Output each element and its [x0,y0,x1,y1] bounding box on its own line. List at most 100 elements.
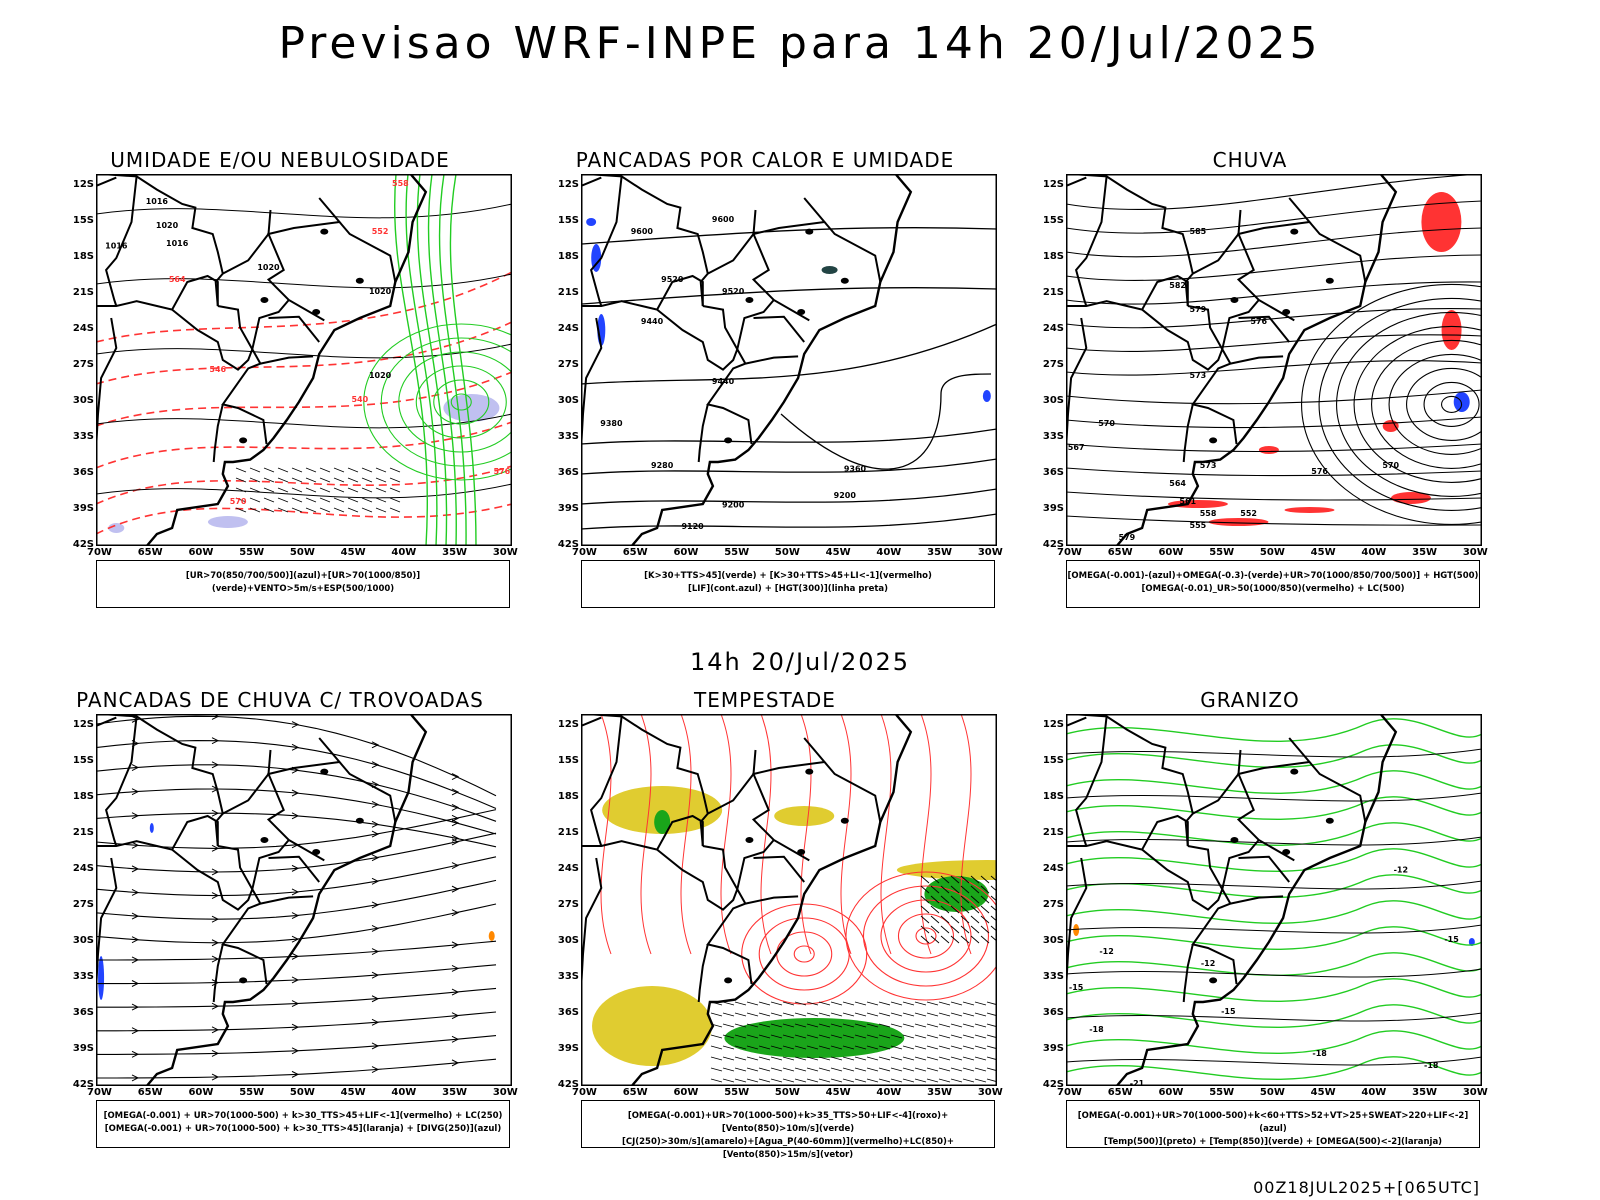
cyclone-ring [845,871,997,1001]
wind-vector [960,885,970,894]
wind-vector [794,1056,807,1061]
streamline [1066,467,1482,477]
wind-vector [930,885,940,894]
lat-label: 39S [557,503,579,514]
wind-vector [926,1067,939,1072]
valid-time-subtitle: 14h 20/Jul/2025 [689,648,911,676]
wind-vector [249,487,261,493]
wind-vector [734,1056,747,1061]
wind-vector [960,875,970,884]
wind-vector [263,497,275,503]
shaded-area [654,810,671,834]
wind-vector [782,1012,795,1017]
stream-arrow [371,971,380,979]
temp850-contour [1066,822,1482,846]
wind-vector [960,915,970,924]
wind-vector [818,1067,831,1072]
temp850-contour [1066,744,1482,768]
wind-vector [962,1001,975,1006]
wind-vector [902,1056,915,1061]
wind-vector [806,1067,819,1072]
streamline [680,714,692,955]
lat-label: 21S [1042,827,1064,838]
legend-line: [K>30+TTS>45](verde) + [K>30+TTS>45+LI<-… [644,571,932,581]
lat-label: 15S [557,215,579,226]
wind-vector [926,1034,939,1039]
wind-vector [818,1045,831,1050]
stream-arrow [131,1050,140,1058]
wind-vector [970,885,980,894]
wind-vector [930,915,940,924]
map-chuva: 585 582 579 576 573 570 567 564 561 558 555 552 579 5… [1066,174,1482,546]
lon-label: 40W [391,1087,417,1098]
lon-label: 50W [289,547,315,558]
stream-arrow [371,1018,380,1026]
lat-label: 15S [1042,755,1064,766]
humidity-contour [416,174,448,546]
wind-vector [277,497,289,503]
stream-arrow [371,901,380,909]
wind-vector [962,1078,975,1083]
wind-vector [920,915,930,924]
lon-label: 65W [1107,1087,1133,1098]
wind-vector [970,915,980,924]
wind-vector [950,1012,963,1017]
wind-vector [722,1078,735,1083]
wind-vector [970,875,980,884]
stream-arrow [131,1074,140,1082]
wind-vector [291,477,303,483]
map-svg: 9600960095209520944094409360938092809200… [581,174,997,546]
stream-arrow [291,1070,300,1078]
cyclone-ring [450,393,472,411]
wind-vector [794,1067,807,1072]
shaded-area [1284,507,1335,513]
wind-vector [902,1012,915,1017]
wind-vector [746,1067,759,1072]
wind-vector [950,1034,963,1039]
lat-label: 18S [557,251,579,262]
contour-label: 585 [1190,227,1207,236]
lat-label: 33S [1042,431,1064,442]
legend-line: [UR>70(850/700/500)](azul)+[UR>70(1000/8… [185,571,421,594]
wind-vector [866,1067,879,1072]
shaded-area [1258,446,1279,454]
wind-vector [926,1023,939,1028]
cyclone-ring [793,945,815,963]
lat-label: 24S [1042,863,1064,874]
streamline [96,856,497,897]
wind-vector [914,1012,927,1017]
wind-vector [938,1034,951,1039]
panel-title: PANCADAS DE CHUVA C/ TROVOADAS [76,688,484,712]
wind-vector [818,1078,831,1083]
contour-label: 552 [372,227,389,236]
lon-label: 35W [927,547,953,558]
streamline [640,714,652,955]
wind-vector [854,1034,867,1039]
stream-arrow [211,844,220,852]
wind-vector [375,467,387,473]
contour-label: 579 [1190,305,1207,314]
wind-vector [734,1023,747,1028]
temp500-contour [1066,1056,1482,1066]
wind-vector [734,1067,747,1072]
isobar [96,483,512,499]
lon-label: 55W [724,1087,750,1098]
shaded-area [592,986,713,1066]
wind-vector [878,1067,891,1072]
cyclone-ring [433,379,490,425]
cyclone-ring [1371,339,1482,469]
lat-label: 21S [1042,287,1064,298]
map-frame [581,714,997,1086]
map-frame [1066,174,1482,546]
wind-vector [866,1034,879,1039]
wind-vector [950,885,960,894]
temp500-contour [1066,792,1482,802]
wind-vector [249,507,261,513]
cyclone-ring [398,351,512,453]
wind-vector [930,925,940,934]
map-frame [1066,714,1482,1086]
legend-line: [CJ(250)>30m/s](amarelo)+[Agua_P(40-60mm… [621,1137,955,1160]
wind-vector [842,1045,855,1050]
map-frame [581,174,997,546]
thickness-contour [96,271,512,343]
